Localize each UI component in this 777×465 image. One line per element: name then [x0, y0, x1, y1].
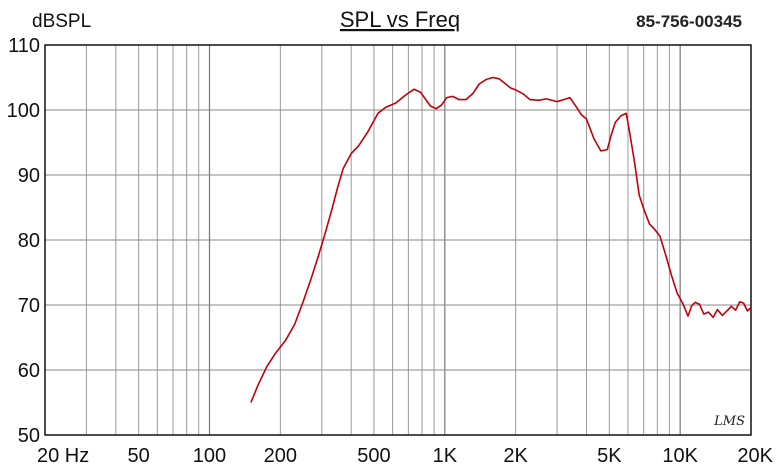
x-tick-label: 10K — [662, 445, 698, 465]
y-tick-label: 70 — [18, 295, 40, 317]
y-tick-label: 110 — [8, 35, 40, 57]
x-tick-label: 50 — [128, 445, 150, 465]
spl-curve — [250, 76, 752, 403]
y-tick-label: 50 — [18, 425, 40, 447]
x-tick-label: 20K — [737, 445, 773, 465]
x-tick-label: 1K — [433, 445, 458, 465]
grid — [45, 45, 751, 435]
y-tick-label: 100 — [7, 100, 40, 122]
y-tick-labels: 110 100 90 80 70 60 50 — [7, 35, 40, 447]
plot-frame — [44, 44, 752, 436]
chart-title: SPL vs Freq — [340, 7, 460, 32]
series-layer — [250, 76, 752, 403]
x-tick-label: 100 — [193, 445, 226, 465]
y-tick-label: 80 — [18, 230, 40, 252]
y-axis-label: dBSPL — [32, 11, 91, 32]
y-tick-label: 60 — [18, 360, 40, 382]
x-tick-label: 200 — [264, 445, 297, 465]
x-tick-label: 5K — [597, 445, 622, 465]
x-tick-label: 500 — [357, 445, 390, 465]
lms-watermark: LMS — [713, 414, 745, 429]
y-tick-label: 90 — [18, 165, 40, 187]
x-tick-label: 2K — [503, 445, 528, 465]
x-tick-label: 20 Hz — [37, 445, 89, 465]
x-tick-labels: 20 Hz 50 100 200 500 1K 2K 5K 10K 20K — [37, 445, 774, 465]
part-number: 85-756-00345 — [636, 12, 742, 31]
